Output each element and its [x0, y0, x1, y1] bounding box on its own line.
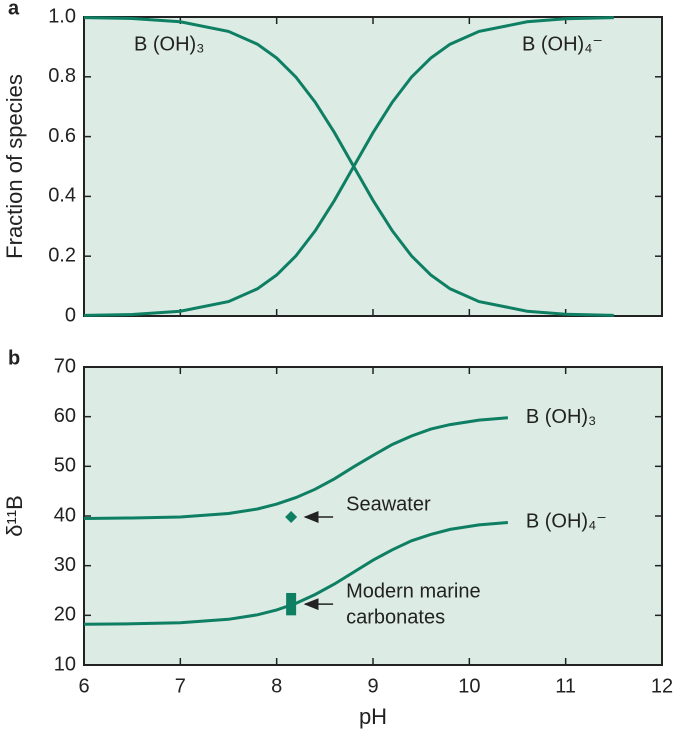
y-tick-label: 0.4: [48, 185, 76, 207]
series-label: B (OH)₄⁻: [522, 33, 603, 55]
seawater-marker: [285, 510, 298, 523]
x-tick-label: 8: [271, 675, 282, 697]
y-tick-label: 0.8: [48, 65, 76, 87]
y-tick-label: 70: [54, 355, 76, 377]
series-line: [83, 416, 509, 520]
y-tick-label: 0.2: [48, 244, 76, 266]
annotation: Modern marine: [346, 580, 481, 602]
y-tick-label: 40: [54, 504, 76, 526]
carbonate-range: [286, 592, 297, 616]
y-axis-label: δ¹¹B: [2, 495, 27, 537]
annotation: Seawater: [346, 493, 431, 515]
y-tick-label: 50: [54, 455, 76, 477]
y-axis-label: Fraction of species: [2, 74, 27, 259]
x-tick-label: 6: [78, 675, 89, 697]
series-line: [83, 16, 614, 317]
plot-area: [83, 16, 663, 317]
x-tick-label: 12: [651, 675, 673, 697]
panel-label: a: [8, 0, 20, 19]
y-tick-label: 0.6: [48, 125, 76, 147]
annotation: carbonates: [346, 606, 445, 628]
panel-label: b: [8, 347, 20, 369]
x-tick-label: 9: [367, 675, 378, 697]
y-tick-label: 60: [54, 405, 76, 427]
y-tick-label: 1.0: [48, 5, 76, 27]
y-tick-label: 0: [65, 304, 76, 326]
y-tick-label: 20: [54, 604, 76, 626]
series-label: B (OH)₃: [526, 406, 596, 428]
series-label: B (OH)₄⁻: [526, 511, 607, 533]
x-tick-label: 7: [175, 675, 186, 697]
y-tick-label: 30: [54, 554, 76, 576]
series-label: B (OH)₃: [134, 33, 204, 55]
x-axis-label: pH: [359, 704, 387, 729]
y-tick-label: 10: [54, 653, 76, 675]
x-tick-label: 10: [458, 675, 480, 697]
x-tick-label: 11: [555, 675, 576, 697]
series-line: [83, 521, 509, 626]
